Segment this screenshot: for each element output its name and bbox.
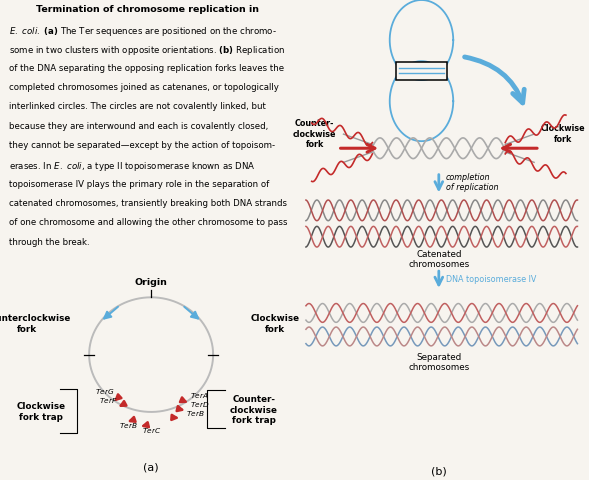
Text: erases. In $\mathit{E.\ coli}$, a type II topoisomerase known as DNA: erases. In $\mathit{E.\ coli}$, a type I… [9,160,255,173]
Text: catenated chromosomes, transiently breaking both DNA strands: catenated chromosomes, transiently break… [9,199,287,208]
Text: Termination of chromosome replication in: Termination of chromosome replication in [36,5,259,14]
Text: of the DNA separating the opposing replication forks leaves the: of the DNA separating the opposing repli… [9,64,284,73]
Text: $\it{TerF}$: $\it{TerF}$ [100,396,118,405]
Text: Separated
chromosomes: Separated chromosomes [408,353,469,372]
Text: Origin: Origin [135,278,167,288]
Text: $\it{TerC}$: $\it{TerC}$ [143,426,161,435]
Text: (b): (b) [431,467,446,477]
Text: of one chromosome and allowing the other chromosome to pass: of one chromosome and allowing the other… [9,218,287,228]
Text: $\it{TerD}$: $\it{TerD}$ [190,400,209,409]
Text: $\it{TerA}$: $\it{TerA}$ [190,391,209,400]
Text: Counter-
clockwise
fork trap: Counter- clockwise fork trap [230,395,278,425]
Text: they cannot be separated—except by the action of topoisom-: they cannot be separated—except by the a… [9,141,275,150]
Text: Counterclockwise
fork: Counterclockwise fork [0,314,71,334]
Text: through the break.: through the break. [9,238,90,247]
Text: completion
of replication: completion of replication [446,173,498,192]
Text: some in two clusters with opposite orientations. $\bf{(b)}$ Replication: some in two clusters with opposite orien… [9,45,285,58]
Bar [396,61,447,80]
Text: completed chromosomes joined as catenanes, or topologically: completed chromosomes joined as catenane… [9,83,279,92]
Text: DNA topoisomerase IV: DNA topoisomerase IV [446,275,536,284]
Text: Clockwise
fork trap: Clockwise fork trap [16,402,65,421]
Text: Counter-
clockwise
fork: Counter- clockwise fork [293,119,336,149]
Text: Catenated
chromosomes: Catenated chromosomes [408,250,469,269]
Text: $\it{TerB}$: $\it{TerB}$ [186,409,205,418]
Text: interlinked circles. The circles are not covalently linked, but: interlinked circles. The circles are not… [9,103,266,111]
Text: because they are interwound and each is covalently closed,: because they are interwound and each is … [9,122,268,131]
Text: $\mathit{E.\ coli.}$ $\bf{(a)}$ The Ter sequences are positioned on the chromo-: $\mathit{E.\ coli.}$ $\bf{(a)}$ The Ter … [9,25,277,38]
Text: Clockwise
fork: Clockwise fork [541,124,585,144]
Text: $\it{TerG}$: $\it{TerG}$ [95,387,114,396]
Text: Clockwise
fork: Clockwise fork [251,314,300,334]
Text: topoisomerase IV plays the primary role in the separation of: topoisomerase IV plays the primary role … [9,180,269,189]
Text: (a): (a) [143,462,159,472]
Text: $\it{TerB}$: $\it{TerB}$ [118,421,137,430]
